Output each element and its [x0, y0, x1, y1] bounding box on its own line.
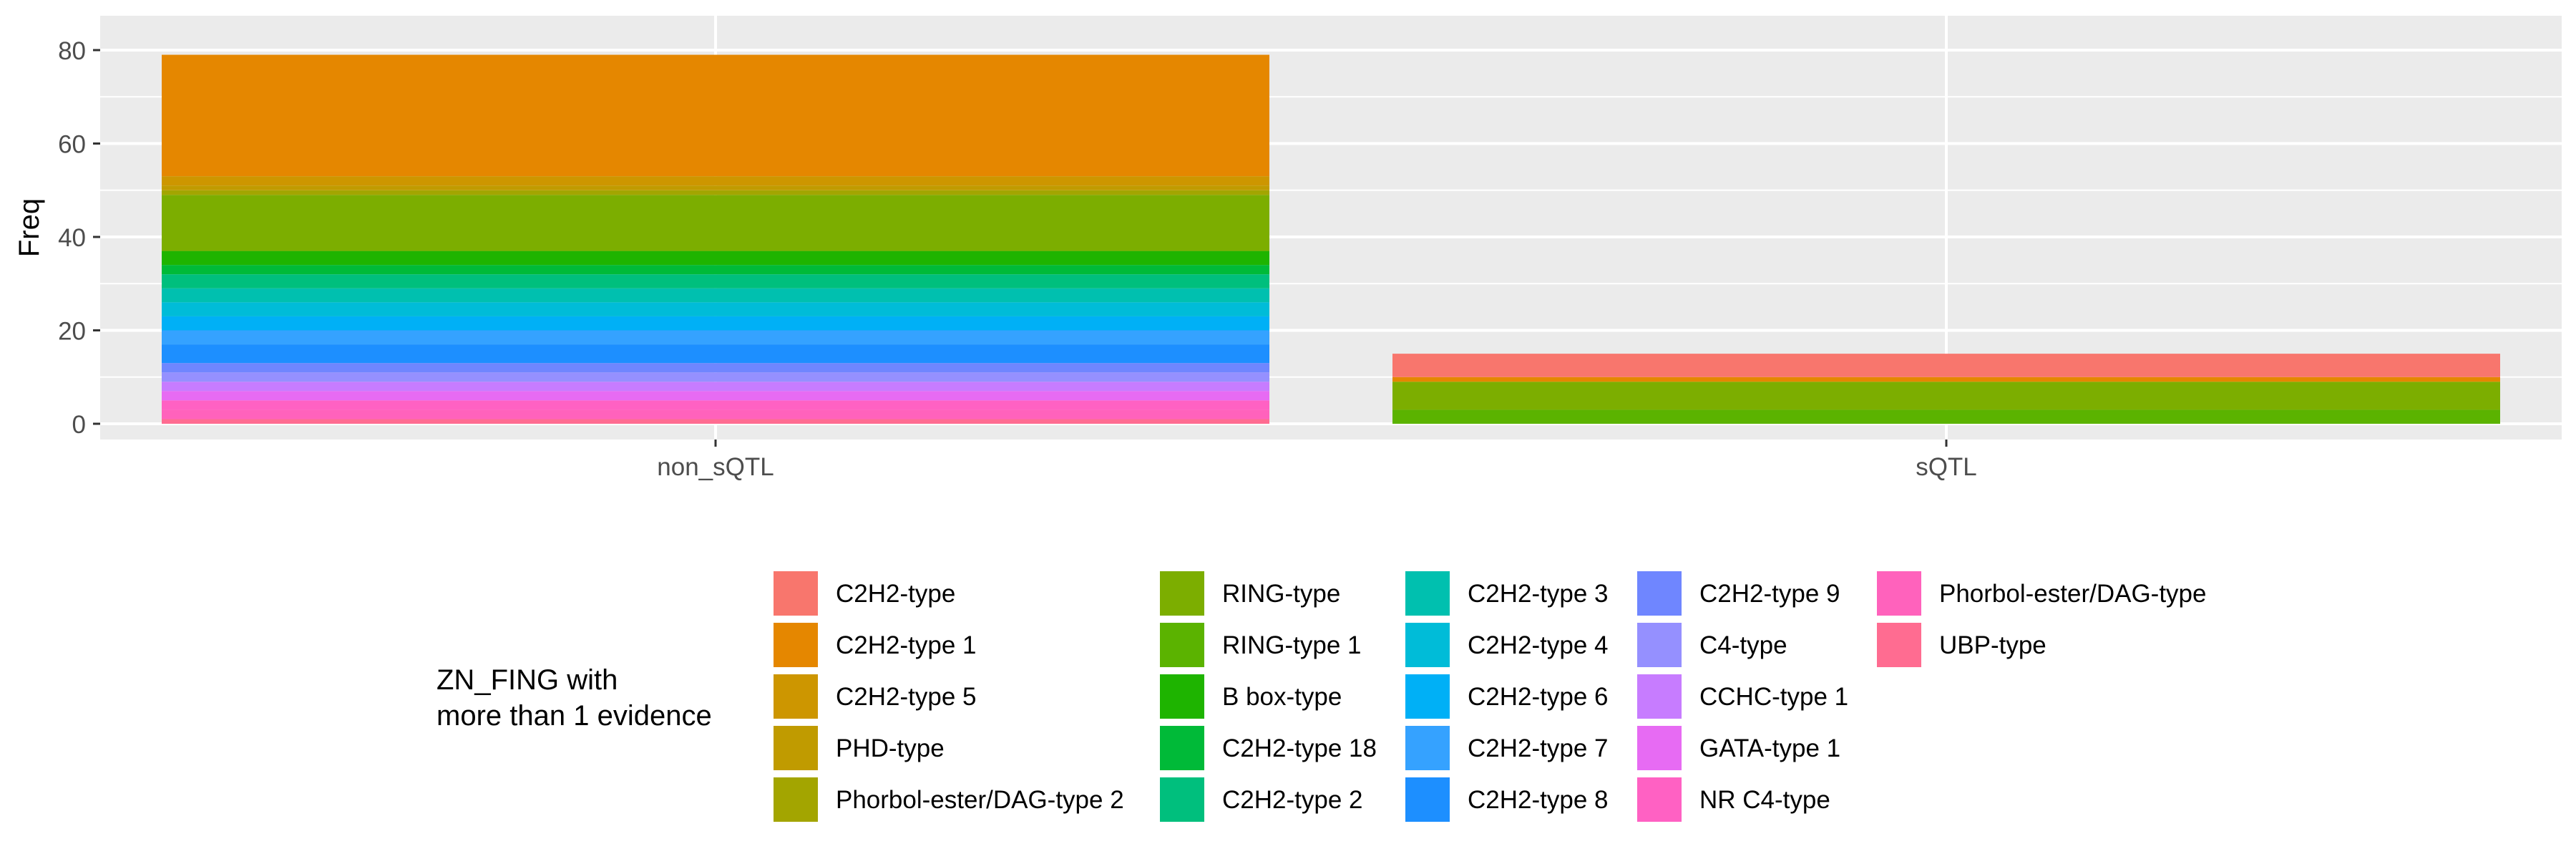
y-tick-label: 60 [58, 131, 86, 159]
legend-label: C2H2-type 5 [836, 683, 976, 711]
legend-label: CCHC-type 1 [1699, 683, 1848, 711]
legend-key [772, 776, 819, 823]
legend-key [1158, 570, 1206, 617]
bar-segment [162, 391, 1269, 401]
legend-key [1158, 724, 1206, 772]
legend-key [1404, 570, 1451, 617]
bar-segment [162, 190, 1269, 195]
x-tick-label: sQTL [1916, 453, 1977, 481]
legend-key [772, 724, 819, 772]
legend-label: B box-type [1222, 683, 1342, 711]
legend-title-line-1: ZN_FING with [436, 664, 618, 696]
legend-label: C2H2-type 2 [1222, 786, 1362, 814]
bar-segment [162, 409, 1269, 419]
legend-label: C2H2-type 3 [1468, 580, 1608, 608]
bar-segment [162, 54, 1269, 177]
legend-label: PHD-type [836, 734, 945, 762]
legend-title-line-2: more than 1 evidence [436, 700, 712, 732]
bar-segment [1392, 377, 2500, 382]
legend-key [1404, 724, 1451, 772]
legend-label: C2H2-type 6 [1468, 683, 1608, 711]
y-tick-label: 0 [72, 411, 86, 439]
legend-label: Phorbol-ester/DAG-type 2 [836, 786, 1124, 814]
legend-label: C2H2-type 18 [1222, 734, 1377, 762]
bar-segment [162, 185, 1269, 190]
bar-segment [162, 400, 1269, 410]
legend-key [1158, 621, 1206, 669]
bar-segment [162, 302, 1269, 316]
x-tick-label: non_sQTL [657, 453, 774, 481]
bar-segment [1392, 409, 2500, 424]
legend-key [1636, 570, 1683, 617]
legend-label: C2H2-type 9 [1699, 580, 1840, 608]
y-tick-label: 80 [58, 37, 86, 65]
bar-segment [162, 288, 1269, 303]
bar-segment [162, 372, 1269, 382]
legend-key [772, 673, 819, 720]
legend-key [1158, 673, 1206, 720]
legend-key [1875, 621, 1923, 669]
bar-segment [162, 265, 1269, 275]
bar-segment [1392, 382, 2500, 410]
legend-items: C2H2-type C2H2-type 1 C2H2-type 5 PHD-type P… [772, 570, 2206, 823]
y-tick-label: 40 [58, 224, 86, 252]
bars [162, 54, 2500, 424]
legend-label: C2H2-type 7 [1468, 734, 1608, 762]
legend-key [772, 621, 819, 669]
legend-key [1636, 724, 1683, 772]
legend-key [1636, 621, 1683, 669]
legend-title: ZN_FING with more than 1 evidence [436, 664, 712, 732]
legend-label: C4-type [1699, 631, 1787, 659]
bar-segment [162, 330, 1269, 345]
legend-label: GATA-type 1 [1699, 734, 1840, 762]
bar-segment [162, 419, 1269, 424]
legend-label: UBP-type [1939, 631, 2046, 659]
bar-segment [1392, 354, 2500, 377]
bar-segment [162, 176, 1269, 186]
bar-segment [162, 363, 1269, 373]
bar-segment [162, 316, 1269, 331]
legend-key [1636, 776, 1683, 823]
legend-key [1404, 776, 1451, 823]
legend-key [772, 570, 819, 617]
legend-key [1158, 776, 1206, 823]
legend-key [1404, 621, 1451, 669]
bar-segment [162, 344, 1269, 364]
bar-segment [162, 274, 1269, 288]
legend-label: RING-type [1222, 580, 1340, 608]
legend-label: C2H2-type 8 [1468, 786, 1608, 814]
bar-segment [162, 251, 1269, 266]
legend-label: C2H2-type 1 [836, 631, 976, 659]
legend-label: C2H2-type [836, 580, 955, 608]
legend-key [1404, 673, 1451, 720]
x-axis: non_sQTL sQTL [657, 440, 1977, 481]
legend-label: C2H2-type 4 [1468, 631, 1608, 659]
y-tick-label: 20 [58, 318, 86, 346]
legend-label: Phorbol-ester/DAG-type [1939, 580, 2206, 608]
legend-label: NR C4-type [1699, 786, 1830, 814]
y-axis: 0 20 40 60 80 [58, 37, 100, 439]
legend-label: RING-type 1 [1222, 631, 1362, 659]
legend-key [1875, 570, 1923, 617]
legend-key [1636, 673, 1683, 720]
bar-segment [162, 382, 1269, 392]
bar-segment [162, 195, 1269, 251]
y-axis-title: Freq [14, 198, 45, 257]
legend: ZN_FING with more than 1 evidence C2H2-t… [436, 570, 2206, 823]
